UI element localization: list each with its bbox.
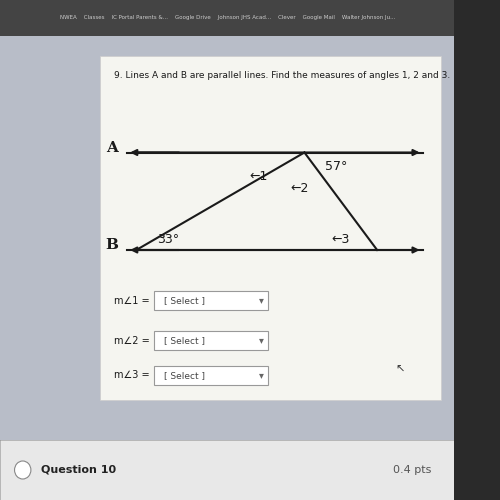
- Text: ←2: ←2: [290, 182, 309, 194]
- Text: [ Select ]: [ Select ]: [164, 336, 204, 345]
- Bar: [154, 366, 268, 385]
- Text: ▾: ▾: [258, 370, 264, 380]
- Text: m∠2 =: m∠2 =: [114, 336, 150, 345]
- Text: ↖: ↖: [395, 365, 404, 375]
- Text: [ Select ]: [ Select ]: [164, 371, 204, 380]
- Bar: [100, 56, 440, 400]
- Text: m∠1 =: m∠1 =: [114, 296, 149, 306]
- Bar: [154, 331, 268, 350]
- Text: [ Select ]: [ Select ]: [164, 296, 204, 305]
- Text: ←1: ←1: [250, 170, 268, 183]
- Bar: [0, 36, 454, 440]
- Text: A: A: [106, 140, 118, 154]
- Text: Question 10: Question 10: [41, 465, 116, 475]
- Text: ←3: ←3: [332, 233, 350, 246]
- Text: 57°: 57°: [325, 160, 347, 173]
- Text: 0.4 pts: 0.4 pts: [394, 465, 432, 475]
- Text: 33°: 33°: [157, 233, 179, 246]
- Circle shape: [14, 461, 31, 479]
- Text: B: B: [105, 238, 118, 252]
- Bar: [154, 291, 268, 310]
- Text: ▾: ▾: [258, 336, 264, 345]
- Text: ▾: ▾: [258, 296, 264, 306]
- Bar: [0, 0, 454, 36]
- Text: m∠3 =: m∠3 =: [114, 370, 149, 380]
- Text: NWEA    Classes    IC Portal Parents &...    Google Drive    Johnson JHS Acad...: NWEA Classes IC Portal Parents &... Goog…: [60, 16, 395, 20]
- Bar: [0, 440, 454, 500]
- Text: 9. Lines A and B are parallel lines. Find the measures of angles 1, 2 and 3.: 9. Lines A and B are parallel lines. Fin…: [114, 71, 450, 80]
